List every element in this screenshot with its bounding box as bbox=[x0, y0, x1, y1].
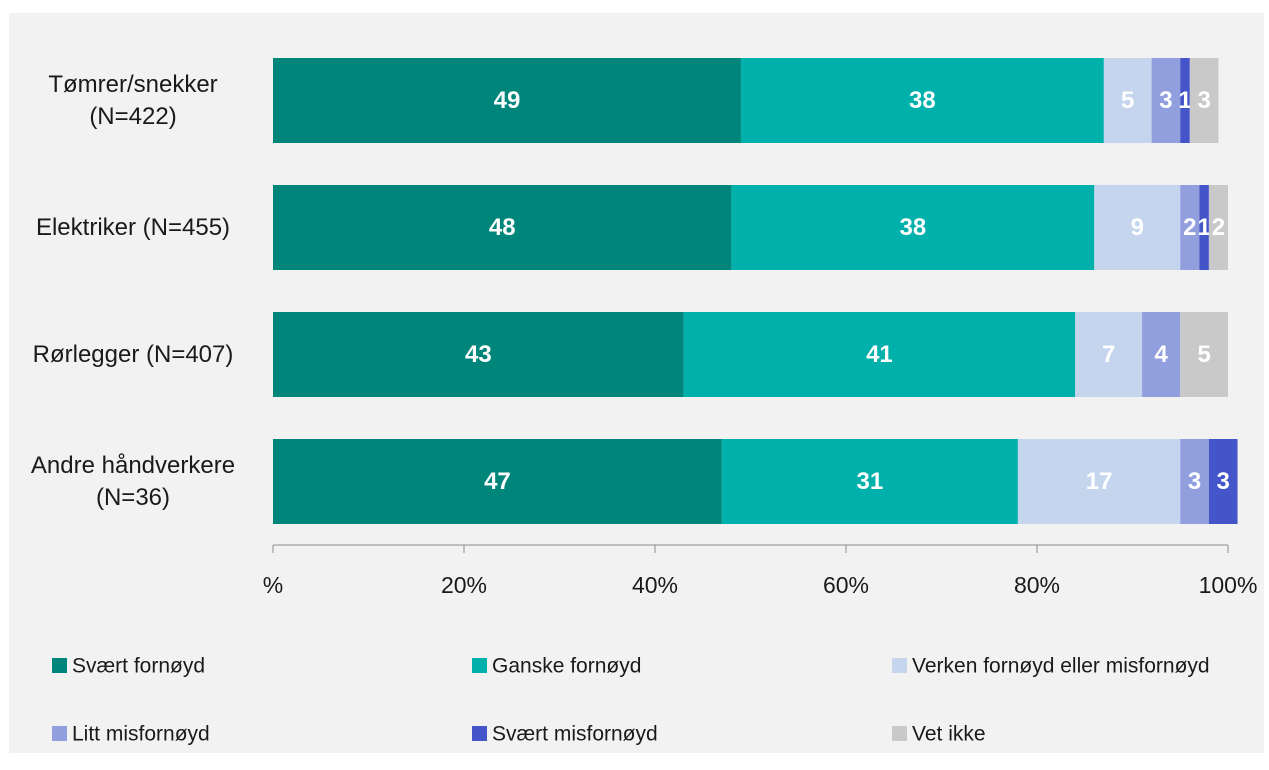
bar-segment bbox=[1142, 312, 1181, 397]
bar-segment bbox=[740, 58, 1104, 143]
legend-label: Vet ikke bbox=[912, 723, 986, 746]
bar-segment bbox=[273, 312, 684, 397]
bar-value-label: 38 bbox=[909, 87, 936, 114]
legend-swatch bbox=[892, 726, 907, 741]
x-tick-label: 100% bbox=[1199, 572, 1258, 598]
legend-swatch bbox=[52, 658, 67, 673]
bar-segment bbox=[1199, 185, 1209, 270]
bar-value-label: 17 bbox=[1086, 468, 1113, 495]
bar-value-label: 3 bbox=[1159, 87, 1172, 114]
bar-segment bbox=[1075, 312, 1143, 397]
x-tick-label: 40% bbox=[632, 572, 678, 598]
bar-value-label: 48 bbox=[489, 214, 516, 241]
bar-value-label: 3 bbox=[1197, 87, 1210, 114]
bar-segment bbox=[1180, 58, 1190, 143]
bar-segment bbox=[273, 58, 741, 143]
bar-segment bbox=[721, 439, 1018, 524]
category-label: (N=36) bbox=[96, 484, 170, 511]
bar-segment bbox=[1208, 439, 1238, 524]
bar-value-label: 5 bbox=[1121, 87, 1134, 114]
x-axis: % 20% 40% 60% 80% 100% bbox=[263, 544, 1258, 598]
bar-value-label: 9 bbox=[1131, 214, 1144, 241]
bar-segment bbox=[1180, 439, 1209, 524]
bar-value-label: 2 bbox=[1212, 214, 1225, 241]
legend-swatch bbox=[472, 726, 487, 741]
legend-label: Verken fornøyd eller misfornøyd bbox=[912, 655, 1210, 678]
bar-value-label: 7 bbox=[1102, 341, 1115, 368]
bar-value-label: 49 bbox=[494, 87, 521, 114]
legend-label: Ganske fornøyd bbox=[492, 655, 641, 678]
x-tick-label: 20% bbox=[441, 572, 487, 598]
x-tick-label: % bbox=[263, 572, 283, 598]
legend-label: Litt misfornøyd bbox=[72, 723, 210, 746]
bar-value-label: 5 bbox=[1197, 341, 1210, 368]
bar-value-label: 43 bbox=[465, 341, 492, 368]
bar-segment bbox=[1103, 58, 1152, 143]
bar-segment bbox=[1017, 439, 1181, 524]
legend-label: Svært fornøyd bbox=[72, 655, 205, 678]
category-label: (N=422) bbox=[89, 103, 176, 130]
legend-swatch bbox=[52, 726, 67, 741]
bar-segment bbox=[731, 185, 1095, 270]
bar-value-label: 3 bbox=[1188, 468, 1201, 495]
category-label: Tømrer/snekker bbox=[48, 71, 217, 98]
x-tick-label: 80% bbox=[1014, 572, 1060, 598]
x-tick-label: 60% bbox=[823, 572, 869, 598]
legend-label: Svært misfornøyd bbox=[492, 723, 658, 746]
bar-segment bbox=[1189, 58, 1219, 143]
bar-segment bbox=[273, 185, 732, 270]
category-label: Elektriker (N=455) bbox=[36, 214, 230, 241]
bar-value-label: 31 bbox=[857, 468, 884, 495]
bar-segment bbox=[1180, 312, 1228, 397]
bar-segment bbox=[1094, 185, 1181, 270]
bar-value-label: 3 bbox=[1217, 468, 1230, 495]
bar-value-label: 47 bbox=[484, 468, 511, 495]
bar-segment bbox=[1180, 185, 1200, 270]
bar-value-label: 1 bbox=[1178, 87, 1191, 114]
bar-segment bbox=[1208, 185, 1228, 270]
bar-segment bbox=[683, 312, 1076, 397]
legend: Svært fornøyd Ganske fornøyd Verken fornøy… bbox=[52, 655, 1210, 746]
bars-layer: 49 38 5 3 1 348 38 9 2 1 243 41 7 4 547 31 17 3 3 bbox=[273, 58, 1238, 524]
category-label: Andre håndverkere bbox=[31, 452, 235, 479]
bar-value-label: 1 bbox=[1197, 214, 1210, 241]
bar-segment bbox=[1151, 58, 1181, 143]
bar-value-label: 38 bbox=[899, 214, 926, 241]
legend-swatch bbox=[472, 658, 487, 673]
bar-value-label: 41 bbox=[866, 341, 893, 368]
category-label: Rørlegger (N=407) bbox=[33, 341, 234, 368]
bar-value-label: 2 bbox=[1183, 214, 1196, 241]
category-labels: Tømrer/snekker (N=422) Elektriker (N=455) R… bbox=[31, 71, 235, 511]
bar-value-label: 4 bbox=[1154, 341, 1168, 368]
bar-segment bbox=[273, 439, 722, 524]
legend-swatch bbox=[892, 658, 907, 673]
